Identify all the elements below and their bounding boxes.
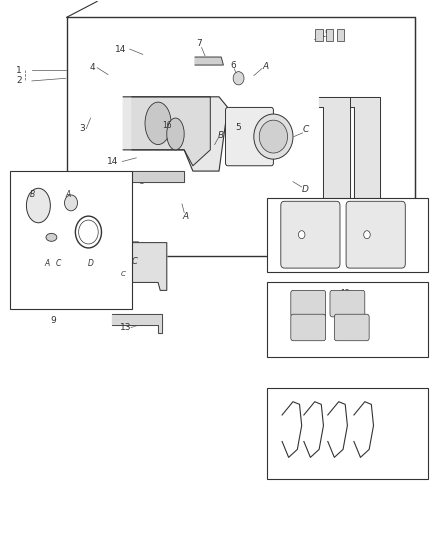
- Ellipse shape: [167, 118, 184, 150]
- Ellipse shape: [46, 233, 57, 241]
- Bar: [325, 29, 333, 41]
- Text: D: D: [88, 260, 94, 268]
- Text: 13: 13: [340, 288, 350, 297]
- Ellipse shape: [364, 231, 370, 239]
- Text: 14: 14: [107, 157, 118, 166]
- Text: 9: 9: [51, 316, 57, 325]
- Ellipse shape: [145, 102, 171, 144]
- Bar: [267, 198, 428, 272]
- Text: 12: 12: [411, 429, 423, 438]
- Text: 8: 8: [139, 177, 145, 186]
- FancyBboxPatch shape: [346, 201, 405, 268]
- Polygon shape: [123, 97, 228, 171]
- Bar: [10, 171, 132, 309]
- Bar: [336, 29, 344, 41]
- Ellipse shape: [298, 231, 305, 239]
- Polygon shape: [350, 97, 380, 208]
- Text: 2: 2: [16, 76, 21, 85]
- FancyBboxPatch shape: [334, 314, 369, 341]
- Text: 1: 1: [16, 66, 21, 75]
- Ellipse shape: [79, 220, 98, 244]
- FancyBboxPatch shape: [281, 201, 340, 268]
- Text: 11: 11: [411, 315, 423, 324]
- Ellipse shape: [259, 120, 288, 153]
- Text: 14: 14: [115, 45, 127, 54]
- Text: 13: 13: [120, 237, 131, 246]
- Text: C: C: [131, 257, 137, 265]
- Text: A: A: [45, 260, 49, 268]
- Ellipse shape: [233, 71, 244, 85]
- Ellipse shape: [26, 188, 50, 223]
- Text: C: C: [55, 260, 60, 268]
- Polygon shape: [319, 97, 350, 208]
- Bar: [267, 282, 428, 357]
- Text: 15: 15: [320, 30, 332, 39]
- Text: 16: 16: [268, 231, 279, 240]
- Bar: [267, 389, 428, 479]
- Text: B: B: [30, 189, 35, 198]
- Text: C: C: [121, 271, 126, 278]
- FancyBboxPatch shape: [330, 290, 365, 317]
- Text: B: B: [218, 131, 224, 140]
- Ellipse shape: [254, 114, 293, 159]
- Polygon shape: [132, 171, 184, 182]
- Text: 13: 13: [120, 323, 131, 332]
- Text: 5: 5: [236, 123, 241, 132]
- Text: 7: 7: [197, 39, 202, 49]
- Polygon shape: [195, 57, 223, 65]
- Text: A: A: [183, 212, 189, 221]
- Text: B: B: [30, 190, 35, 199]
- Text: 3: 3: [79, 124, 85, 133]
- Polygon shape: [113, 314, 162, 333]
- Text: 13: 13: [340, 287, 350, 296]
- Text: A: A: [263, 62, 269, 70]
- Text: D: D: [301, 185, 308, 194]
- Text: A: A: [65, 190, 71, 199]
- Bar: [315, 29, 322, 41]
- Ellipse shape: [75, 216, 102, 248]
- Polygon shape: [108, 243, 167, 290]
- Text: 6: 6: [230, 61, 236, 69]
- Text: 4: 4: [89, 63, 95, 72]
- FancyBboxPatch shape: [291, 290, 325, 317]
- Ellipse shape: [64, 195, 78, 211]
- FancyBboxPatch shape: [226, 108, 273, 166]
- Text: 10: 10: [411, 230, 423, 239]
- FancyBboxPatch shape: [291, 314, 325, 341]
- Text: 16: 16: [162, 122, 172, 131]
- Polygon shape: [132, 97, 210, 166]
- Text: C: C: [303, 125, 309, 134]
